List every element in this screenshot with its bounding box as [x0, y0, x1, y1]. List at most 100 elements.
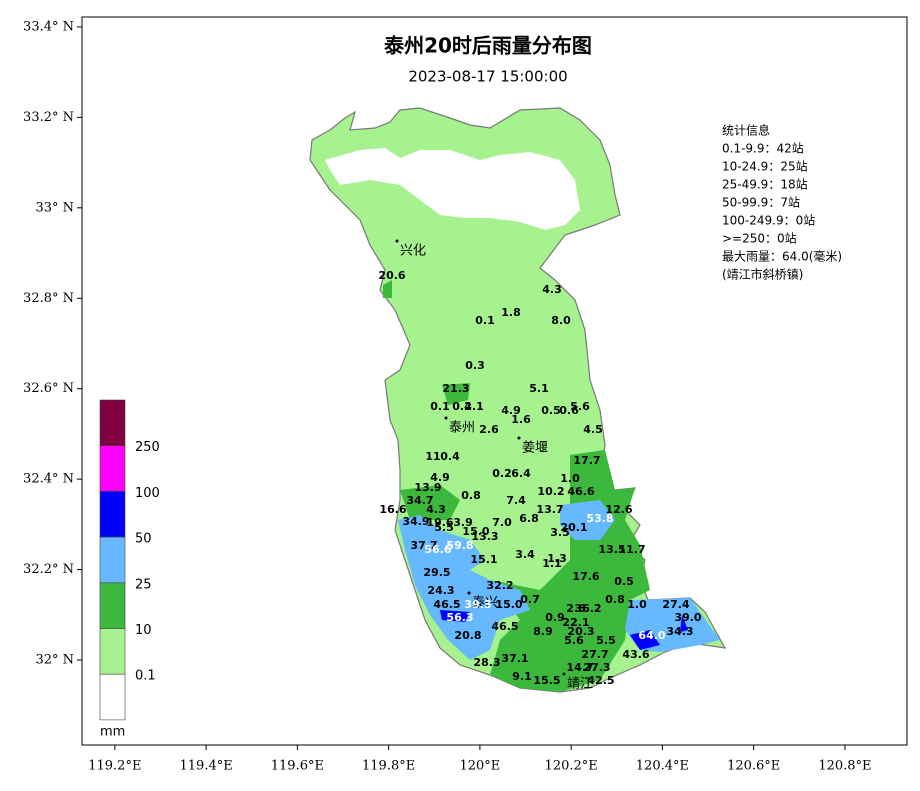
x-tick-label: 119.4°E	[180, 759, 233, 774]
subtitle: 2023-08-17 15:00:00	[408, 68, 567, 86]
station-value: 5.6	[570, 400, 590, 413]
x-tick-label: 119.8°E	[362, 759, 415, 774]
rain-area	[440, 610, 470, 622]
station-value: 22.1	[562, 616, 589, 629]
x-tick-label: 120.4°E	[636, 759, 689, 774]
station-value: 3.4	[515, 548, 535, 561]
legend-swatch	[99, 536, 126, 584]
title: 泰州20时后雨量分布图	[383, 34, 592, 58]
station-value: 0.4	[440, 450, 460, 463]
station-value: 0.3	[465, 359, 485, 372]
station-value: 36.2	[574, 602, 601, 615]
station-value: 34.9	[402, 515, 429, 528]
city-dot	[467, 591, 471, 595]
stats-line: >=250：0站	[722, 232, 797, 246]
city-dot	[562, 672, 566, 676]
x-tick-label: 120.6°E	[727, 759, 780, 774]
stats-line: 统计信息	[722, 123, 770, 138]
station-value: 24.3	[427, 584, 454, 597]
no-rain-area	[325, 148, 580, 230]
city-label: 姜堰	[522, 441, 548, 456]
y-tick-label: 32.4° N	[23, 472, 74, 487]
y-tick-label: 33.4° N	[23, 19, 74, 34]
station-value: 21.3	[442, 382, 469, 395]
y-tick-label: 32° N	[35, 652, 74, 667]
station-value: 7.4	[506, 494, 526, 507]
legend-swatch	[99, 582, 126, 629]
city-dot	[395, 239, 399, 243]
stats-line: 25-49.9：18站	[722, 178, 808, 192]
legend-swatch	[99, 673, 126, 721]
stats-line: 10-24.9：25站	[722, 160, 808, 174]
station-value: 5.6	[564, 634, 584, 647]
legend-label: 250	[135, 440, 160, 455]
city-label: 泰兴	[472, 596, 498, 611]
station-value: 5.5	[596, 634, 616, 647]
station-value: 46.5	[491, 620, 518, 633]
legend-swatch	[99, 491, 126, 538]
station-value: 20.6	[378, 269, 405, 282]
city-dot	[444, 416, 448, 420]
station-value: 3.9	[453, 516, 473, 529]
station-value: 1.6	[511, 413, 531, 426]
station-value: 27.7	[581, 648, 608, 661]
station-value: 15.0	[495, 598, 522, 611]
station-value: 3.5	[550, 526, 570, 539]
station-value: 16.6	[379, 503, 406, 516]
station-value: 4.9	[501, 404, 521, 417]
rain-area	[383, 280, 392, 298]
station-value: 13.5	[598, 543, 625, 556]
stats-line: 50-99.9：7站	[722, 196, 800, 210]
station-value: 34.7	[406, 494, 433, 507]
stats-line: 0.1-9.9：42站	[722, 142, 804, 156]
station-value: 6.8	[519, 512, 539, 525]
station-value: 2.1	[464, 400, 484, 413]
city-dot	[517, 436, 521, 440]
rain-area	[400, 485, 460, 520]
legend-label: 50	[135, 532, 152, 547]
station-value: 56.3	[446, 611, 473, 624]
station-value: 20.3	[567, 625, 594, 638]
city-label: 兴化	[400, 244, 426, 259]
station-value: 5.5	[434, 521, 454, 534]
stats-line: (靖江市斜桥镇)	[722, 267, 803, 282]
legend-label: 25	[135, 577, 152, 592]
legend-swatch	[99, 628, 126, 675]
station-value: 0.8	[605, 593, 625, 606]
legend-unit: mm	[100, 725, 125, 740]
y-tick-label: 33.2° N	[23, 110, 74, 125]
station-value: 39.0	[674, 611, 701, 624]
city-label: 泰州	[449, 421, 475, 436]
station-value: 20.1	[560, 521, 587, 534]
y-tick-label: 32.2° N	[23, 562, 74, 577]
legend-label: 100	[135, 486, 160, 501]
rain-area	[630, 630, 660, 650]
station-value: 64.0	[638, 629, 665, 642]
station-value: 0.2	[492, 467, 512, 480]
station-value: 46.5	[433, 598, 460, 611]
y-tick-label: 32.6° N	[23, 381, 74, 396]
legend-label: 0.1	[135, 669, 156, 684]
station-value: 42.5	[587, 674, 614, 687]
station-value: 27.4	[662, 598, 689, 611]
station-value: 13.7	[536, 503, 563, 516]
station-value: 5.1	[529, 382, 549, 395]
station-value: 0.5	[614, 575, 634, 588]
station-value: 0.9	[545, 611, 565, 624]
station-value: 0.1	[430, 400, 450, 413]
y-tick-label: 32.8° N	[23, 291, 74, 306]
station-value: 1.8	[501, 306, 521, 319]
station-value: 0.1	[475, 314, 495, 327]
station-value: 4.3	[426, 503, 446, 516]
x-tick-label: 119.2°E	[88, 759, 141, 774]
station-value: 7.0	[492, 516, 512, 529]
station-value: 29.5	[423, 566, 450, 579]
legend-swatch	[99, 445, 126, 492]
station-value: 59.8	[446, 539, 473, 552]
station-value: 34.3	[666, 625, 693, 638]
station-value: 37.7	[410, 539, 437, 552]
station-value: 4.9	[430, 471, 450, 484]
station-value: 46.6	[567, 485, 594, 498]
